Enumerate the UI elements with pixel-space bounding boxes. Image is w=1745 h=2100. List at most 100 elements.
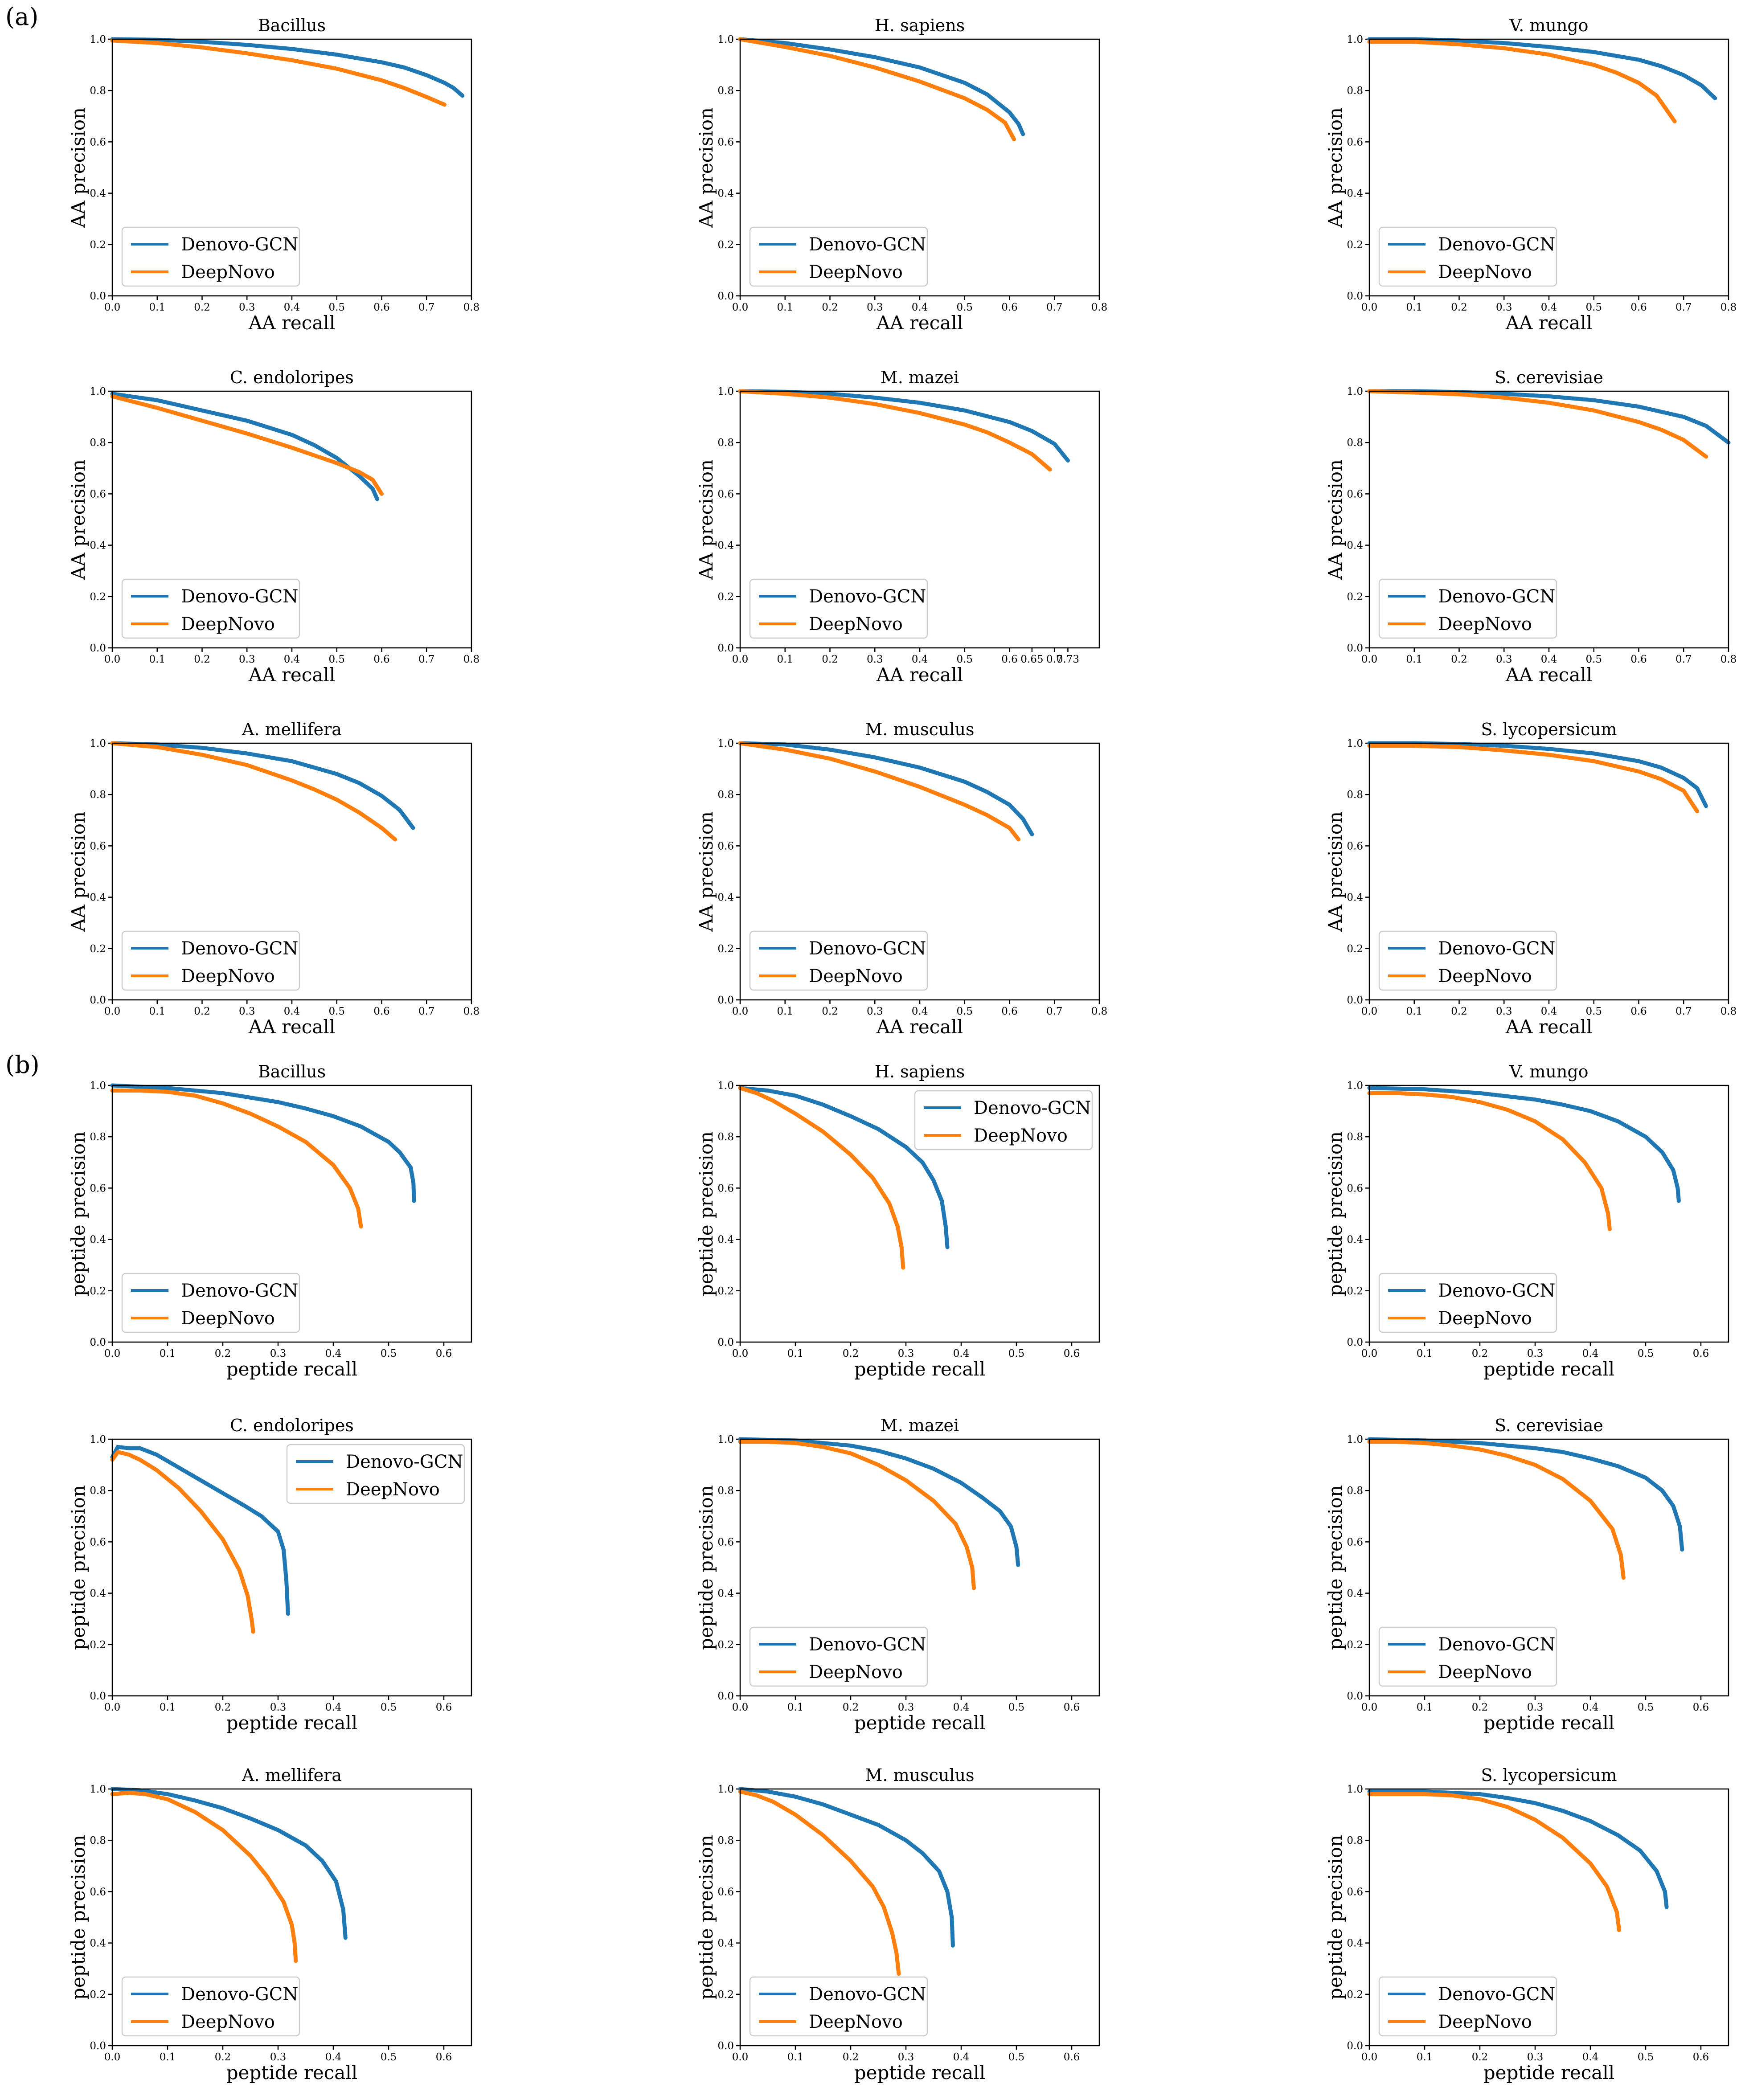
chart-4-ytick-label: 1.0 (90, 386, 106, 397)
chart-11-xtick-label: 0.1 (787, 1348, 804, 1359)
chart-2-title: H. sapiens (875, 16, 965, 35)
chart-5-legend-label-denovo-gcn: Denovo-GCN (809, 586, 926, 607)
chart-11-ylabel: peptide precision (695, 1131, 717, 1296)
chart-4-ytick-label: 0.4 (90, 540, 106, 552)
chart-10-xtick-label: 0.3 (270, 1348, 287, 1359)
chart-9-ytick-label: 0.4 (1347, 892, 1363, 904)
chart-13-ytick-label: 0.4 (90, 1588, 106, 1600)
chart-11-xtick-label: 0.0 (732, 1348, 749, 1359)
chart-5-ytick-label: 1.0 (717, 386, 734, 397)
chart-17-xtick-label: 0.0 (732, 2051, 749, 2063)
chart-17-xtick-label: 0.3 (898, 2051, 914, 2063)
chart-6-xlabel: AA recall (1505, 664, 1592, 686)
chart-10-title: Bacillus (258, 1062, 326, 1081)
chart-17-legend: Denovo-GCN DeepNovo (749, 1976, 928, 2037)
chart-18-ytick-label: 0.6 (1347, 1886, 1363, 1898)
chart-3-ytick-label: 1.0 (1347, 34, 1363, 45)
chart-15-ytick-label: 0.6 (1347, 1536, 1363, 1548)
chart-18-title: S. lycopersicum (1481, 1765, 1617, 1785)
chart-14-legend: Denovo-GCN DeepNovo (749, 1626, 928, 1687)
chart-18-xtick-label: 0.3 (1527, 2051, 1544, 2063)
chart-17-title: M. musculus (865, 1765, 975, 1785)
chart-1-ytick-label: 0.6 (90, 136, 106, 148)
chart-16-title: A. mellifera (242, 1765, 342, 1785)
chart-13-xlabel: peptide recall (226, 1712, 357, 1734)
chart-1-ytick-label: 1.0 (90, 34, 106, 45)
chart-6-legend-label-denovo-gcn: Denovo-GCN (1438, 586, 1555, 607)
chart-9-s-lycopersicum: S. lycopersicum 0.0 0.1 0.2 0.3 0.4 0.5 0.6 0.7 0… (1324, 720, 1737, 1038)
chart-4-xtick-label: 0.6 (373, 654, 390, 665)
chart-13-ylabel: peptide precision (67, 1485, 89, 1650)
chart-5-xtick-label: 0.73 (1057, 654, 1079, 665)
chart-4-ytick-label: 0.2 (90, 591, 106, 603)
chart-4-xlabel: AA recall (248, 664, 335, 686)
chart-2-ytick-label: 0.8 (717, 85, 734, 97)
chart-17-xtick-label: 0.1 (787, 2051, 804, 2063)
chart-13-ytick-label: 0.8 (90, 1485, 106, 1497)
chart-8-m-musculus: M. musculus 0.0 0.1 0.2 0.3 0.4 0.5 0.6 0.7 0.8 0.… (695, 720, 1107, 1038)
chart-4-ytick-label: 0.6 (90, 488, 106, 500)
chart-17-ylabel: peptide precision (695, 1835, 717, 2000)
chart-2-legend-label-deepnovo: DeepNovo (809, 262, 903, 282)
chart-12-xtick-label: 0.6 (1693, 1348, 1709, 1359)
chart-6-xtick-label: 0.6 (1630, 654, 1647, 665)
chart-9-xtick-label: 0.1 (1406, 1006, 1422, 1017)
chart-3-xtick-label: 0.1 (1406, 302, 1422, 313)
chart-11-title: H. sapiens (875, 1062, 965, 1081)
chart-7-xlabel: AA recall (248, 1016, 335, 1038)
chart-3-ytick-label: 0.0 (1347, 291, 1363, 302)
chart-4-legend-label-denovo-gcn: Denovo-GCN (181, 586, 298, 607)
chart-6-title: S. cerevisiae (1495, 368, 1603, 387)
chart-16-ytick-label: 0.4 (90, 1938, 106, 1949)
chart-5-xtick-label: 0.5 (956, 654, 973, 665)
chart-9-ylabel: AA precision (1324, 811, 1346, 932)
chart-13-xtick-label: 0.4 (325, 1702, 342, 1713)
chart-7-xtick-label: 0.2 (194, 1006, 210, 1017)
chart-6-series-deepnovo (1367, 389, 1708, 459)
chart-14-ytick-label: 0.4 (717, 1588, 734, 1600)
chart-11-xtick-label: 0.3 (898, 1348, 914, 1359)
chart-3-legend: Denovo-GCN DeepNovo (1378, 226, 1557, 287)
chart-13-legend: Denovo-GCN DeepNovo (286, 1444, 465, 1504)
chart-1-xtick-label: 0.1 (149, 302, 165, 313)
chart-13-series-deepnovo (110, 1450, 255, 1634)
chart-6-axes-frame (1368, 390, 1729, 649)
chart-8-title: M. musculus (865, 720, 975, 739)
chart-18-series-denovo-gcn (1367, 1789, 1669, 1909)
chart-11-xtick-label: 0.4 (953, 1348, 970, 1359)
chart-7-xtick-label: 0.7 (418, 1006, 435, 1017)
chart-11-axes-frame (739, 1085, 1100, 1343)
chart-7-ytick-label: 0.2 (90, 943, 106, 955)
chart-12-legend-label-denovo-gcn: Denovo-GCN (1438, 1281, 1555, 1301)
chart-7-xtick-label: 0.3 (239, 1006, 255, 1017)
chart-6-xtick-label: 0.2 (1451, 654, 1467, 665)
chart-13-xtick-label: 0.3 (270, 1702, 287, 1713)
chart-3-xtick-label: 0.8 (1720, 302, 1737, 313)
chart-17-ytick-label: 0.2 (717, 1989, 734, 2001)
chart-10-axes-frame (111, 1085, 472, 1343)
chart-14-axes-frame (739, 1438, 1100, 1697)
chart-13-legend-label-denovo-gcn: Denovo-GCN (346, 1452, 463, 1472)
chart-12-ytick-label: 0.2 (1347, 1285, 1363, 1297)
chart-9-xtick-label: 0.5 (1585, 1006, 1602, 1017)
chart-15-legend: Denovo-GCN DeepNovo (1378, 1626, 1557, 1687)
chart-11-xtick-label: 0.2 (843, 1348, 859, 1359)
chart-1-xlabel: AA recall (248, 312, 335, 334)
chart-7-legend: Denovo-GCN DeepNovo (121, 930, 300, 991)
chart-12-series-denovo-gcn (1367, 1086, 1681, 1203)
chart-6-ytick-label: 0.8 (1347, 437, 1363, 449)
chart-2-xtick-label: 0.3 (867, 302, 883, 313)
chart-7-ytick-label: 0.6 (90, 840, 106, 852)
chart-8-xlabel: AA recall (876, 1016, 963, 1038)
chart-15-ytick-label: 0.4 (1347, 1588, 1363, 1600)
chart-5-ytick-label: 0.0 (717, 643, 734, 654)
chart-3-xtick-label: 0.7 (1675, 302, 1692, 313)
chart-10-ytick-label: 0.8 (90, 1131, 106, 1143)
chart-1-title: Bacillus (258, 16, 326, 35)
chart-8-ytick-label: 0.2 (717, 943, 734, 955)
chart-2-axes-frame (739, 38, 1100, 297)
chart-2-xtick-label: 0.0 (732, 302, 749, 313)
chart-14-ytick-label: 0.6 (717, 1536, 734, 1548)
chart-14-ytick-label: 0.0 (717, 1691, 734, 1702)
